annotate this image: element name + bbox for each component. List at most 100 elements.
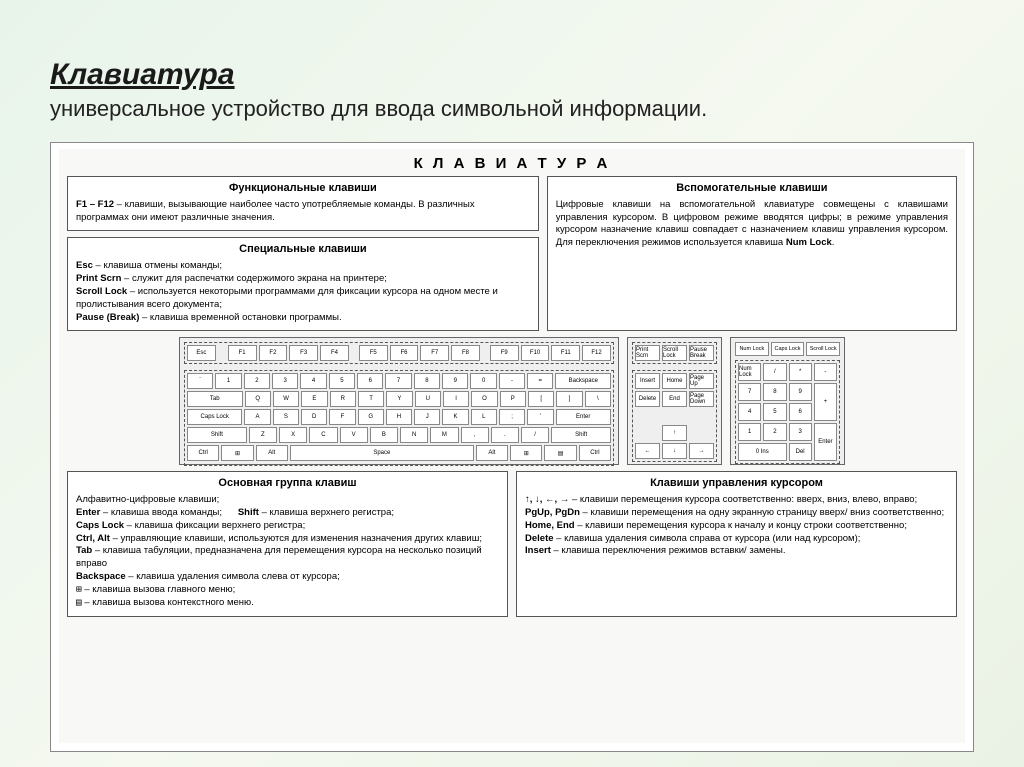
key-z: Z bbox=[249, 427, 277, 443]
main-line-3: Ctrl, Alt – управляющие клавиши, использ… bbox=[76, 533, 499, 546]
key-: ⊞ bbox=[221, 445, 253, 461]
key-alt: Alt bbox=[476, 445, 508, 461]
key-nummul: * bbox=[789, 363, 812, 381]
key-: - bbox=[499, 373, 525, 389]
key-numdel: Del bbox=[789, 443, 812, 461]
led-scrlock: Scroll Lock bbox=[806, 342, 840, 356]
panel-functional-title: Функциональные клавиши bbox=[76, 181, 530, 196]
bottom-panels-row: Основная группа клавиш Алфавитно-цифровы… bbox=[59, 471, 965, 616]
key-ctrl: Ctrl bbox=[187, 445, 219, 461]
key-enter: Enter bbox=[556, 409, 611, 425]
key-prtsc: Print Scrn bbox=[635, 345, 660, 361]
kb-row-2: TabQWERTYUIOP[]\ bbox=[187, 391, 611, 407]
panel-aux-text: Цифровые клавиши на вспомогательной клав… bbox=[556, 199, 948, 250]
key-num3: 3 bbox=[789, 423, 812, 441]
key-x: X bbox=[279, 427, 307, 443]
panel-aux: Вспомогательные клавиши Цифровые клавиши… bbox=[547, 176, 957, 331]
key-num2: 2 bbox=[763, 423, 786, 441]
key-alt: Alt bbox=[256, 445, 288, 461]
key-r: R bbox=[330, 391, 356, 407]
key-end: End bbox=[662, 391, 687, 407]
key-space: Space bbox=[290, 445, 474, 461]
kb-nav-cluster: Insert Home Page Up Delete End Page Down… bbox=[632, 370, 717, 462]
key-t: T bbox=[358, 391, 384, 407]
key-scrlk: Scroll Lock bbox=[662, 345, 687, 361]
kb-main-block: Esc F1 F2 F3 F4 F5 F6 F7 F8 F9 F10 F11 F… bbox=[179, 337, 619, 465]
key-q: Q bbox=[245, 391, 271, 407]
cursor-line-1: PgUp, PgDn – клавиши перемещения на одну… bbox=[525, 507, 948, 520]
key-home: Home bbox=[662, 373, 687, 389]
kb-nav-block: Print Scrn Scroll Lock Pause Break Inser… bbox=[627, 337, 722, 465]
key-num6: 6 bbox=[789, 403, 812, 421]
key-up: ↑ bbox=[662, 425, 687, 441]
special-line-2: Scroll Lock – используется некоторыми пр… bbox=[76, 286, 530, 312]
key-: / bbox=[521, 427, 549, 443]
kb-row-5: Ctrl⊞AltSpaceAlt⊞▤Ctrl bbox=[187, 445, 611, 461]
key-pgdn: Page Down bbox=[689, 391, 714, 407]
key-numdiv: / bbox=[763, 363, 786, 381]
key-num4: 4 bbox=[738, 403, 761, 421]
key-capslock: Caps Lock bbox=[187, 409, 242, 425]
key-u: U bbox=[415, 391, 441, 407]
main-line-5: Backspace – клавиша удаления символа сле… bbox=[76, 571, 499, 584]
kb-row-3: Caps LockASDFGHJKL;'Enter bbox=[187, 409, 611, 425]
key-7: 7 bbox=[385, 373, 411, 389]
key-k: K bbox=[442, 409, 468, 425]
key-numminus: - bbox=[814, 363, 837, 381]
key-: . bbox=[491, 427, 519, 443]
key-4: 4 bbox=[300, 373, 326, 389]
panel-cursor-title: Клавиши управления курсором bbox=[525, 476, 948, 491]
key-n: N bbox=[400, 427, 428, 443]
key-numenter: Enter bbox=[814, 423, 837, 461]
key-i: I bbox=[443, 391, 469, 407]
key-shift: Shift bbox=[187, 427, 247, 443]
panel-aux-title: Вспомогательные клавиши bbox=[556, 181, 948, 196]
key-0: 0 bbox=[470, 373, 496, 389]
key-numplus: + bbox=[814, 383, 837, 421]
key-num0: 0 Ins bbox=[738, 443, 787, 461]
key-num9: 9 bbox=[789, 383, 812, 401]
key-: , bbox=[461, 427, 489, 443]
key-esc: Esc bbox=[187, 345, 216, 361]
panel-special-title: Специальные клавиши bbox=[76, 242, 530, 257]
key-: \ bbox=[585, 391, 611, 407]
diagram-inner: К Л А В И А Т У Р А Функциональные клави… bbox=[59, 149, 965, 743]
key-: ▤ bbox=[544, 445, 576, 461]
key-: ; bbox=[499, 409, 525, 425]
main-line-1: Enter – клавиша ввода команды; Shift – к… bbox=[76, 507, 499, 520]
main-line-4: Tab – клавиша табуляции, предназначена д… bbox=[76, 545, 499, 571]
diagram-title: К Л А В И А Т У Р А bbox=[59, 149, 965, 176]
diagram-container: К Л А В И А Т У Р А Функциональные клави… bbox=[50, 142, 974, 752]
keyboard-graphic: Esc F1 F2 F3 F4 F5 F6 F7 F8 F9 F10 F11 F… bbox=[59, 331, 965, 471]
panel-functional-text: F1 – F12 F1 – F12 – клавиши, вызывающие … bbox=[76, 199, 530, 225]
key-p: P bbox=[500, 391, 526, 407]
kb-sys-row: Print Scrn Scroll Lock Pause Break bbox=[632, 342, 717, 364]
kb-row-1: `1234567890-=Backspace bbox=[187, 373, 611, 389]
key-: ⊞ bbox=[510, 445, 542, 461]
key-o: O bbox=[471, 391, 497, 407]
panel-main-keys: Основная группа клавиш Алфавитно-цифровы… bbox=[67, 471, 508, 616]
led-numlock: Num Lock bbox=[735, 342, 769, 356]
key-f1: F1 bbox=[228, 345, 257, 361]
key-f11: F11 bbox=[551, 345, 580, 361]
key-del: Delete bbox=[635, 391, 660, 407]
cursor-line-3: Delete – клавиша удаления символа справа… bbox=[525, 533, 948, 546]
main-line-0: Алфавитно-цифровые клавиши; bbox=[76, 494, 499, 507]
key-right: → bbox=[689, 443, 714, 459]
key-6: 6 bbox=[357, 373, 383, 389]
key-backspace: Backspace bbox=[555, 373, 611, 389]
key-j: J bbox=[414, 409, 440, 425]
key-f12: F12 bbox=[582, 345, 611, 361]
led-capslock: Caps Lock bbox=[771, 342, 805, 356]
cursor-line-4: Insert – клавиша переключения режимов вс… bbox=[525, 545, 948, 558]
special-line-1: Print Scrn – служит для распечатки содер… bbox=[76, 273, 530, 286]
key-h: H bbox=[386, 409, 412, 425]
key-g: G bbox=[358, 409, 384, 425]
key-s: S bbox=[273, 409, 299, 425]
main-line-6: ⊞ – клавиша вызова главного меню; bbox=[76, 584, 499, 597]
top-panels-row: Функциональные клавиши F1 – F12 F1 – F12… bbox=[59, 176, 965, 331]
main-line-2: Caps Lock – клавиша фиксации верхнего ре… bbox=[76, 520, 499, 533]
key-pause: Pause Break bbox=[689, 345, 714, 361]
key-f3: F3 bbox=[289, 345, 318, 361]
key-a: A bbox=[244, 409, 270, 425]
